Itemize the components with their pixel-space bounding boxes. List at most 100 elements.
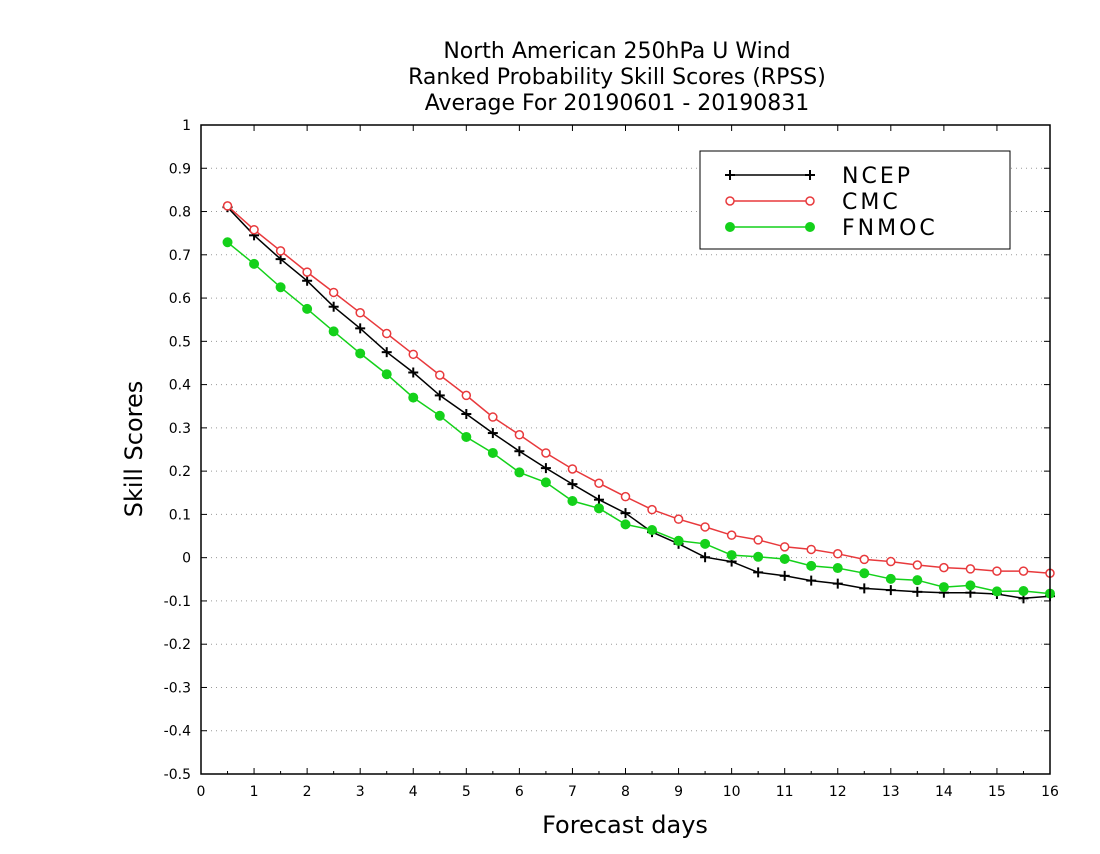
data-point-ncep [275,254,286,265]
data-point-cmc [594,478,604,488]
data-point-ncep [487,428,498,439]
data-point-cmc [939,562,949,573]
y-tick-label: -0.4 [164,724,191,740]
x-tick-label: 12 [829,784,847,800]
data-point-cmc [965,564,976,574]
y-tick-label: 0 [182,551,191,567]
data-point-fnmoc [1018,585,1029,596]
y-tick-label: 0.2 [169,464,191,480]
data-point-cmc [992,566,1002,576]
data-point-ncep [832,578,843,589]
legend-box [699,150,1011,250]
data-point-fnmoc [275,282,286,293]
x-tick-label: 6 [515,784,524,800]
x-tick-label: 3 [356,784,365,800]
data-point-fnmoc [806,560,817,571]
legend-label: NCEP [842,164,913,189]
chart-title-line: Ranked Probability Skill Scores (RPSS) [408,65,826,90]
data-point-fnmoc [620,519,631,530]
data-point-ncep [567,479,578,490]
data-point-fnmoc [381,369,392,380]
series-fnmoc [222,237,1055,599]
data-point-cmc [779,542,790,552]
data-point-ncep [700,552,711,563]
legend-label: CMC [842,190,901,215]
series-line-ncep [226,206,1051,600]
data-point-ncep [859,583,870,594]
data-point-fnmoc [461,431,472,442]
legend-marker-start [725,196,735,206]
x-tick-label: 0 [197,784,206,800]
data-point-fnmoc [700,538,711,549]
data-point-cmc [620,491,631,502]
y-tick-label: 1 [182,118,191,134]
data-point-fnmoc [647,524,658,535]
data-point-ncep [514,446,525,457]
data-point-cmc [275,246,286,256]
data-point-fnmoc [938,582,949,593]
data-point-fnmoc [514,467,525,478]
data-point-fnmoc [726,550,737,561]
data-point-cmc [833,549,843,559]
legend-marker-start [725,222,735,232]
x-tick-label: 8 [621,784,630,800]
data-point-ncep [753,567,764,578]
data-point-fnmoc [487,447,498,458]
data-point-ncep [912,586,923,597]
y-tick-label: -0.3 [164,680,191,696]
x-tick-label: 2 [303,784,312,800]
y-tick-label: 0.7 [169,248,191,264]
data-point-cmc [1018,566,1029,576]
series-lines [222,201,1055,604]
data-point-ncep [408,367,419,378]
series-line-fnmoc [227,241,1051,595]
data-point-fnmoc [249,258,260,269]
legend-item-cmc: CMC [725,190,901,215]
data-point-ncep [434,390,445,401]
data-point-cmc [700,522,710,532]
legend-marker-end [805,222,815,232]
x-tick-label: 5 [462,784,471,800]
data-point-fnmoc [832,563,843,574]
legend-marker-start [725,170,735,180]
data-point-ncep [540,463,551,474]
legend-item-fnmoc: FNMOC [725,216,935,241]
data-point-cmc [647,504,657,515]
x-tick-label: 4 [409,784,418,800]
y-tick-label: 0.4 [169,378,191,394]
data-point-cmc [912,560,923,570]
y-tick-label: -0.2 [164,637,191,653]
data-point-ncep [620,508,631,519]
data-point-fnmoc [434,410,445,421]
data-point-cmc [408,349,418,360]
data-point-cmc [328,287,339,298]
data-point-cmc [381,328,392,339]
data-point-ncep [779,570,790,581]
x-axis-label: Forecast days [542,811,708,839]
x-tick-label: 14 [935,784,953,800]
data-point-fnmoc [567,495,578,506]
data-point-fnmoc [673,535,684,546]
chart-title-line: Average For 20190601 - 20190831 [425,91,810,116]
data-point-cmc [222,201,233,211]
y-tick-label: 0.8 [169,205,191,221]
data-point-cmc [806,544,816,555]
plot-frame [200,124,1051,775]
y-axis-label: Skill Scores [120,381,148,518]
data-point-fnmoc [991,586,1002,597]
data-point-fnmoc [885,573,896,584]
chart-title-line: North American 250hPa U Wind [443,39,790,64]
data-point-fnmoc [779,553,790,564]
data-point-ncep [328,301,339,312]
data-point-fnmoc [355,348,366,359]
x-tick-label: 1 [250,784,259,800]
data-point-cmc [859,554,870,565]
data-point-cmc [514,430,525,440]
data-point-cmc [355,308,365,318]
data-point-fnmoc [540,477,551,488]
x-tick-label: 13 [882,784,900,800]
data-point-ncep [355,323,366,334]
